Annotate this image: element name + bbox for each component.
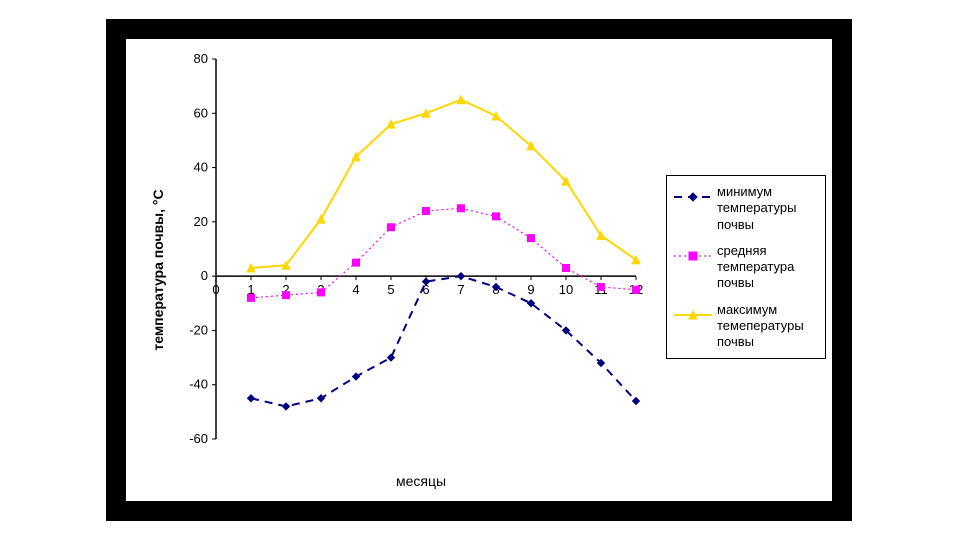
series-marker bbox=[458, 205, 465, 212]
series-line bbox=[251, 100, 636, 268]
y-tick-label: 20 bbox=[194, 214, 208, 229]
series-marker bbox=[283, 403, 290, 410]
y-tick-label: -20 bbox=[189, 322, 208, 337]
series-marker bbox=[353, 259, 360, 266]
x-tick-label: 5 bbox=[387, 282, 394, 297]
series-marker bbox=[528, 235, 535, 242]
legend-swatch bbox=[673, 249, 713, 263]
y-tick-label: -60 bbox=[189, 431, 208, 446]
series-marker bbox=[388, 354, 395, 361]
legend-box: минимум температуры почвы средняя темпера… bbox=[666, 175, 826, 359]
series-line bbox=[251, 276, 636, 406]
x-tick-label: 7 bbox=[457, 282, 464, 297]
series-marker bbox=[248, 294, 255, 301]
series-marker bbox=[633, 286, 640, 293]
x-tick-label: 10 bbox=[559, 282, 573, 297]
chart-outer-frame: температура почвы, °C месяцы -60-40-2002… bbox=[106, 19, 852, 521]
slide: температура почвы, °C месяцы -60-40-2002… bbox=[0, 0, 960, 540]
series-marker bbox=[598, 284, 605, 291]
x-tick-label: 9 bbox=[527, 282, 534, 297]
series-marker bbox=[423, 208, 430, 215]
series-marker bbox=[492, 112, 500, 120]
y-tick-label: 80 bbox=[194, 51, 208, 66]
series-marker bbox=[633, 398, 640, 405]
line-chart: -60-40-200204060800123456789101112 bbox=[126, 39, 666, 489]
series-line bbox=[251, 208, 636, 298]
legend-swatch bbox=[673, 308, 713, 322]
series-marker bbox=[388, 224, 395, 231]
chart-panel: температура почвы, °C месяцы -60-40-2002… bbox=[126, 39, 832, 501]
series-marker bbox=[458, 273, 465, 280]
legend-label: средняя температура почвы bbox=[717, 243, 817, 292]
legend-entry: средняя температура почвы bbox=[673, 243, 819, 292]
y-tick-label: 40 bbox=[194, 160, 208, 175]
series-marker bbox=[318, 289, 325, 296]
series-marker bbox=[248, 395, 255, 402]
y-tick-label: 60 bbox=[194, 105, 208, 120]
x-tick-label: 4 bbox=[352, 282, 359, 297]
y-tick-label: -40 bbox=[189, 377, 208, 392]
series-marker bbox=[493, 213, 500, 220]
series-marker bbox=[457, 96, 465, 104]
legend-entry: максимум темепературы почвы bbox=[673, 302, 819, 351]
series-marker bbox=[283, 292, 290, 299]
legend-label: минимум температуры почвы bbox=[717, 184, 817, 233]
y-tick-label: 0 bbox=[201, 268, 208, 283]
series-marker bbox=[563, 265, 570, 272]
legend-label: максимум темепературы почвы bbox=[717, 302, 817, 351]
legend-swatch bbox=[673, 190, 713, 204]
series-marker bbox=[317, 215, 325, 223]
x-tick-label: 0 bbox=[212, 282, 219, 297]
legend-entry: минимум температуры почвы bbox=[673, 184, 819, 233]
